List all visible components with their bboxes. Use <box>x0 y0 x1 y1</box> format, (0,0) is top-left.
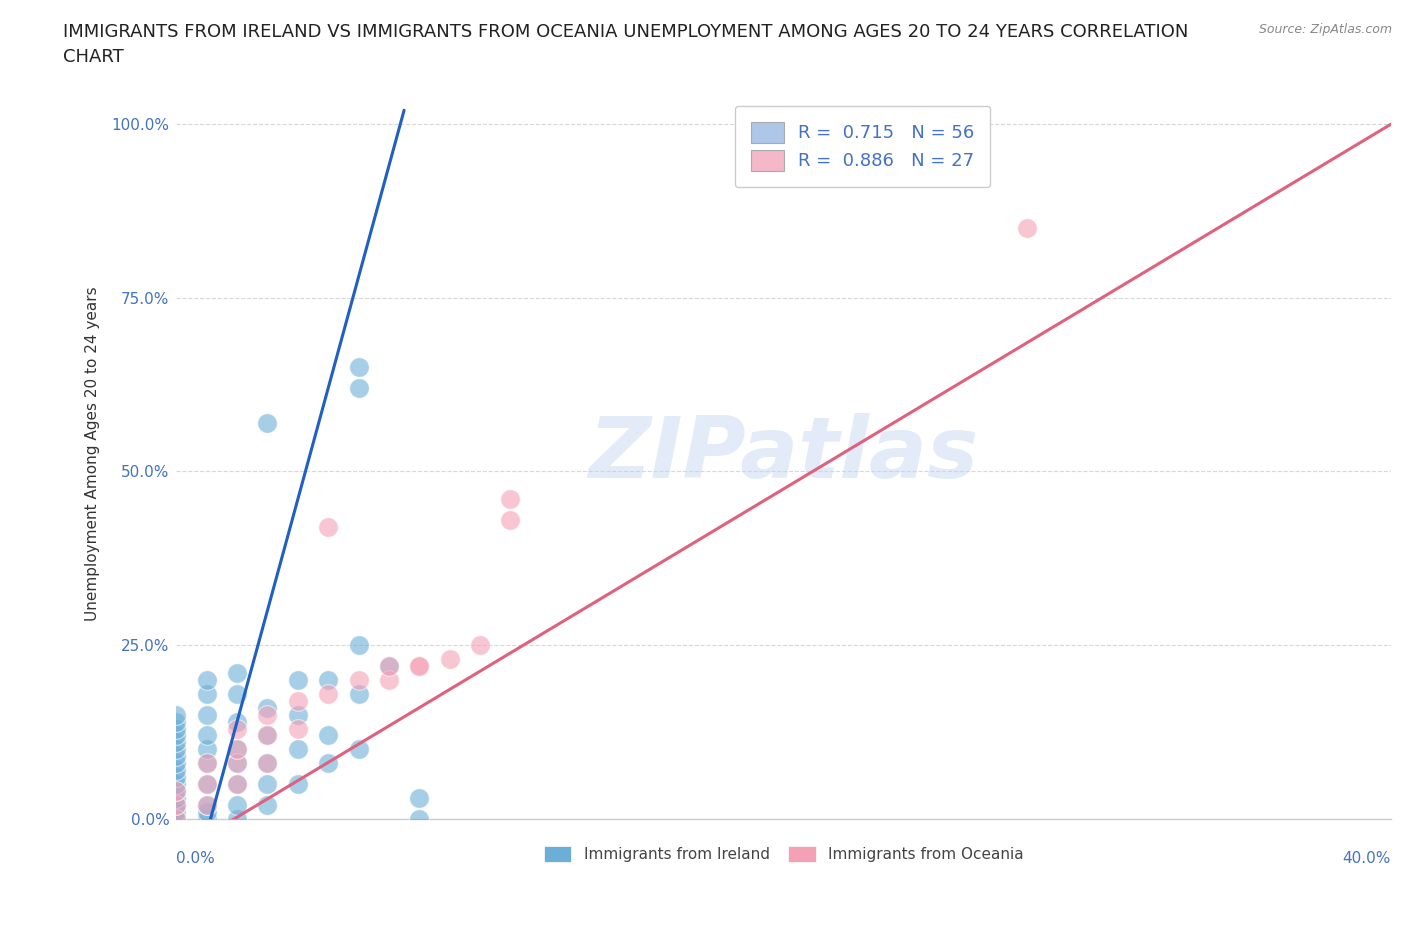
Point <box>195 798 218 813</box>
Point <box>347 638 370 653</box>
Point <box>256 798 278 813</box>
Point <box>499 492 522 507</box>
Point <box>287 742 309 757</box>
Point <box>256 416 278 431</box>
Point <box>287 672 309 687</box>
Point <box>316 756 339 771</box>
Point <box>165 798 187 813</box>
Point <box>165 728 187 743</box>
Point <box>468 638 491 653</box>
Point <box>287 707 309 722</box>
Text: 0.0%: 0.0% <box>176 851 215 866</box>
Point <box>378 658 401 673</box>
Point <box>347 672 370 687</box>
Point <box>165 777 187 791</box>
Point <box>256 728 278 743</box>
Point <box>226 756 249 771</box>
Text: ZIPatlas: ZIPatlas <box>589 413 979 496</box>
Point <box>256 777 278 791</box>
Point <box>316 672 339 687</box>
Point <box>165 714 187 729</box>
Point <box>165 811 187 826</box>
Point <box>226 686 249 701</box>
Point <box>316 686 339 701</box>
Point <box>226 756 249 771</box>
Point <box>165 798 187 813</box>
Point <box>226 777 249 791</box>
Point <box>408 658 430 673</box>
Point <box>165 770 187 785</box>
Point <box>165 721 187 736</box>
Point <box>165 707 187 722</box>
Point <box>226 798 249 813</box>
Point <box>165 735 187 750</box>
Text: 40.0%: 40.0% <box>1343 851 1391 866</box>
Point <box>165 742 187 757</box>
Point <box>408 811 430 826</box>
Point <box>195 728 218 743</box>
Point <box>165 756 187 771</box>
Point <box>195 756 218 771</box>
Point <box>195 686 218 701</box>
Point <box>165 763 187 777</box>
Point <box>165 784 187 799</box>
Point <box>316 728 339 743</box>
Point <box>287 721 309 736</box>
Point <box>226 742 249 757</box>
Point <box>287 693 309 708</box>
Point <box>165 784 187 799</box>
Point <box>226 777 249 791</box>
Point <box>195 804 218 819</box>
Point <box>439 652 461 667</box>
Point <box>256 756 278 771</box>
Point <box>195 777 218 791</box>
Text: IMMIGRANTS FROM IRELAND VS IMMIGRANTS FROM OCEANIA UNEMPLOYMENT AMONG AGES 20 TO: IMMIGRANTS FROM IRELAND VS IMMIGRANTS FR… <box>63 23 1188 66</box>
Point <box>1015 221 1038 236</box>
Point <box>195 811 218 826</box>
Point <box>195 672 218 687</box>
Point <box>165 811 187 826</box>
Point <box>226 721 249 736</box>
Point <box>287 777 309 791</box>
Point <box>378 672 401 687</box>
Point <box>226 742 249 757</box>
Point <box>195 798 218 813</box>
Point <box>165 804 187 819</box>
Point <box>499 512 522 527</box>
Point <box>256 728 278 743</box>
Point <box>195 742 218 757</box>
Legend: Immigrants from Ireland, Immigrants from Oceania: Immigrants from Ireland, Immigrants from… <box>536 838 1031 870</box>
Point <box>378 658 401 673</box>
Point <box>408 790 430 805</box>
Point <box>165 790 187 805</box>
Text: Source: ZipAtlas.com: Source: ZipAtlas.com <box>1258 23 1392 36</box>
Point <box>347 360 370 375</box>
Point <box>256 707 278 722</box>
Point <box>226 811 249 826</box>
Point <box>256 756 278 771</box>
Point <box>347 380 370 395</box>
Point <box>256 700 278 715</box>
Point <box>165 749 187 764</box>
Y-axis label: Unemployment Among Ages 20 to 24 years: Unemployment Among Ages 20 to 24 years <box>86 286 100 621</box>
Point <box>195 777 218 791</box>
Point <box>195 756 218 771</box>
Point <box>195 707 218 722</box>
Point <box>226 714 249 729</box>
Point <box>165 811 187 826</box>
Point <box>226 666 249 681</box>
Point <box>347 742 370 757</box>
Point <box>316 520 339 535</box>
Point <box>347 686 370 701</box>
Point <box>408 658 430 673</box>
